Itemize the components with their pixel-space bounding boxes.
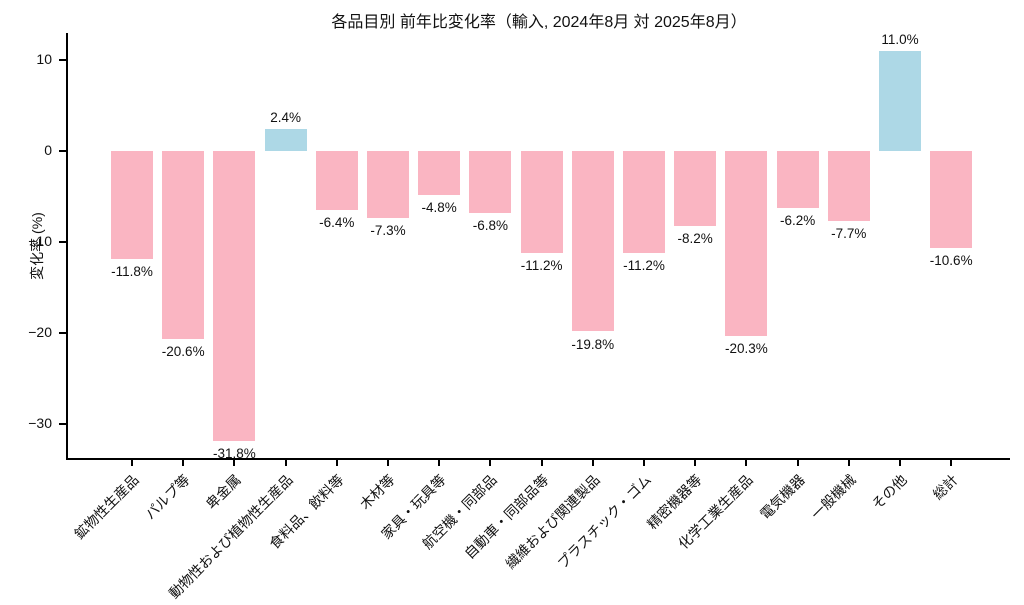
- y-tick-mark: [59, 150, 66, 153]
- y-tick-label: −20: [28, 324, 52, 341]
- bar-value-label: 11.0%: [881, 32, 919, 48]
- x-tick-mark: [387, 460, 389, 466]
- x-tick-mark: [950, 460, 953, 466]
- y-tick-label: −10: [28, 233, 52, 250]
- x-tick-mark: [489, 460, 492, 466]
- bar-4: [264, 129, 307, 152]
- x-category-label: 卑金属: [203, 471, 245, 513]
- x-tick-mark: [796, 460, 799, 466]
- y-tick-label: 0: [44, 142, 52, 159]
- y-tick-label: −30: [28, 415, 52, 432]
- x-category-label: プラスチック・ゴム: [553, 471, 654, 572]
- x-category-label: 木材等: [356, 471, 398, 513]
- x-tick-mark: [182, 460, 185, 466]
- bar-value-label: 2.4%: [270, 110, 301, 126]
- x-tick-mark: [643, 460, 645, 466]
- y-tick-mark: [59, 241, 66, 244]
- x-tick-mark: [335, 460, 338, 466]
- bar-value-label: -11.2%: [520, 258, 563, 274]
- x-category-label: 一般機械: [807, 471, 859, 523]
- x-category-label: 総計: [929, 471, 961, 503]
- bar-value-label: -10.6%: [929, 252, 973, 268]
- bar-value-label: -6.8%: [472, 218, 509, 234]
- bar-6: [367, 151, 409, 218]
- y-axis-spine: [66, 33, 68, 460]
- bar-9: [520, 151, 563, 254]
- bar-value-label: -7.3%: [370, 222, 406, 238]
- bar-value-label: -8.2%: [677, 230, 713, 246]
- plot-area: 10 0 −10 −20 −30 -11.8% 鉱物性生産品 -20.6% パルプ等 -31.8%…: [28, 32, 1010, 602]
- y-tick-mark: [59, 423, 66, 426]
- bar-value-label: -20.6%: [161, 343, 205, 359]
- x-category-label: パルプ等: [142, 471, 193, 523]
- bar-value-label: -11.2%: [623, 258, 665, 274]
- x-tick-mark: [847, 460, 850, 466]
- y-tick-mark: [59, 59, 66, 62]
- bar-5: [315, 151, 358, 210]
- x-tick-mark: [745, 460, 748, 466]
- bar-value-label: -20.3%: [725, 341, 768, 357]
- bar-value-label: -31.8%: [213, 445, 256, 461]
- x-tick-mark: [591, 460, 594, 466]
- x-tick-mark: [899, 460, 901, 466]
- x-axis-spine: [66, 458, 1010, 460]
- bar-10: [571, 151, 614, 332]
- x-tick-mark: [131, 460, 133, 466]
- bar-13: [725, 151, 768, 337]
- x-category-label: 電気機器: [756, 471, 808, 523]
- x-tick-mark: [233, 460, 236, 466]
- y-tick-mark: [59, 332, 66, 335]
- bar-2: [162, 151, 205, 339]
- x-tick-mark: [284, 460, 287, 466]
- x-tick-mark: [438, 460, 441, 466]
- bar-value-label: -11.8%: [111, 263, 153, 279]
- bar-3: [213, 151, 256, 441]
- bar-17: [930, 151, 973, 248]
- bar-12: [674, 151, 717, 226]
- x-category-label: 鉱物性生産品: [71, 471, 142, 543]
- y-tick-label: 10: [36, 51, 52, 68]
- bar-8: [469, 151, 512, 214]
- bar-7: [418, 151, 461, 195]
- bar-15: [827, 151, 870, 222]
- bar-14: [776, 151, 819, 208]
- chart-title: 各品目別 前年比変化率（輸入, 2024年8月 対 2025年8月）: [331, 14, 747, 31]
- bar-value-label: -19.8%: [571, 336, 615, 352]
- bar-1: [111, 151, 153, 259]
- x-tick-mark: [694, 460, 697, 466]
- x-category-label: その他: [868, 471, 910, 513]
- bar-value-label: -6.2%: [779, 212, 816, 228]
- bar-11: [623, 151, 665, 254]
- bar-value-label: -4.8%: [421, 199, 457, 215]
- bar-value-label: -6.4%: [319, 214, 355, 230]
- bar-value-label: -7.7%: [831, 226, 867, 242]
- x-tick-mark: [540, 460, 543, 466]
- bar-16: [879, 51, 921, 152]
